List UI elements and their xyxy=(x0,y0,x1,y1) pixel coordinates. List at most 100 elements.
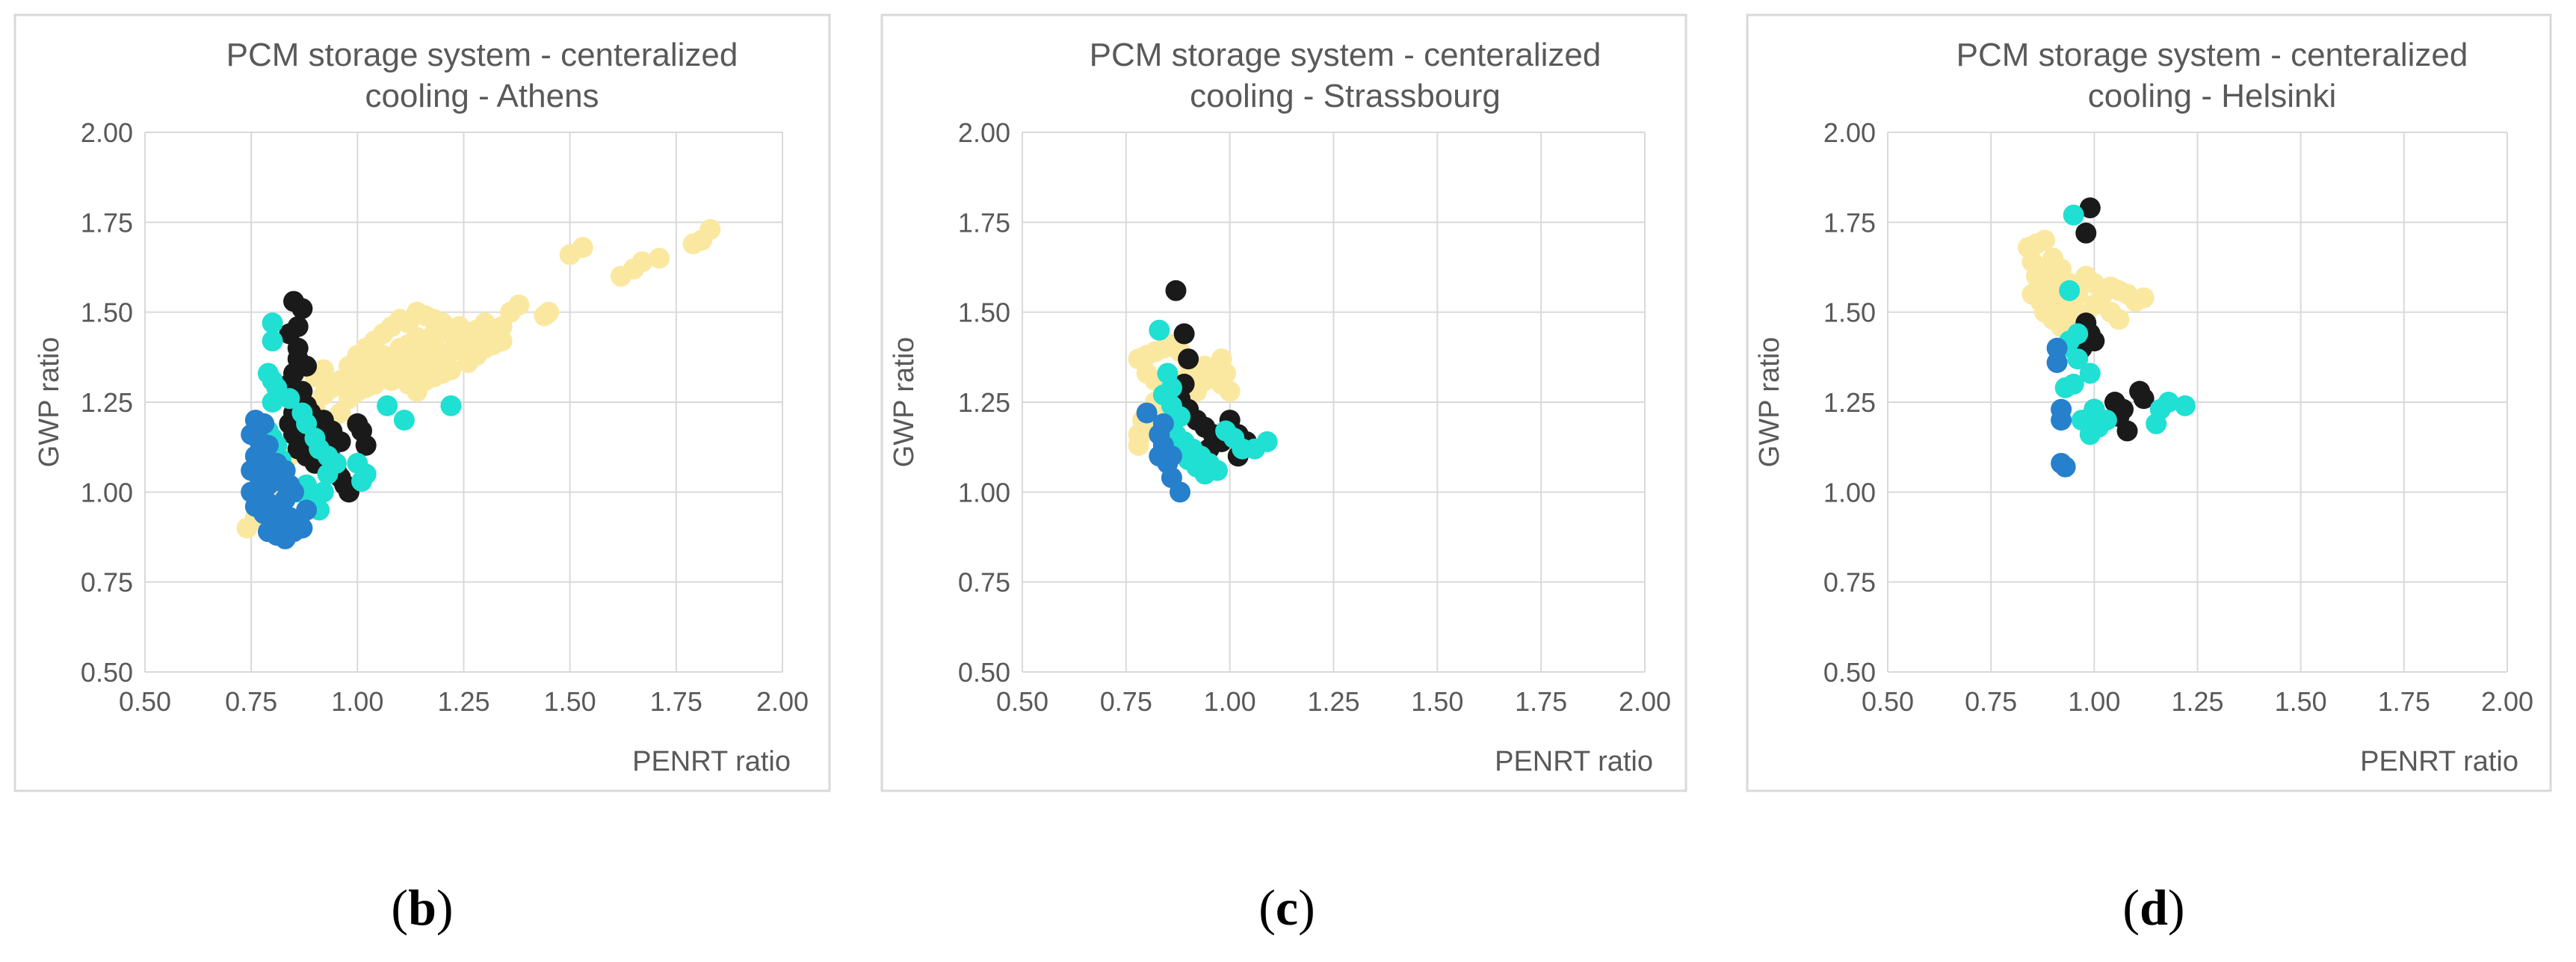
data-point-black-b xyxy=(355,434,377,456)
data-point-black-d xyxy=(2084,330,2105,352)
data-point-cyan-c xyxy=(1256,431,1278,452)
data-point-cyan-b xyxy=(262,330,283,352)
data-point-yellow-b xyxy=(364,330,386,352)
x-tick-label-b: 1.75 xyxy=(650,686,702,717)
chart-title-line1-d: PCM storage system - centeralized xyxy=(1956,37,2468,73)
data-point-black-c xyxy=(1178,348,1199,370)
data-point-yellow-b xyxy=(321,373,343,395)
x-tick-label-d: 1.25 xyxy=(2171,686,2223,717)
data-point-cyan-d xyxy=(2063,204,2084,226)
data-point-yellow-b xyxy=(491,330,513,352)
x-tick-label-b: 0.75 xyxy=(225,686,277,717)
chart-title-line2-d: cooling - Helsinki xyxy=(2088,78,2337,114)
data-point-yellow-c xyxy=(1215,363,1237,384)
data-point-black-d xyxy=(2079,197,2101,219)
data-point-blue-c xyxy=(1152,413,1174,434)
data-point-cyan-b xyxy=(440,395,462,416)
x-tick-label-c: 1.75 xyxy=(1515,686,1567,717)
data-point-blue-d xyxy=(2046,352,2068,374)
x-tick-label-c: 1.50 xyxy=(1411,686,1463,717)
panel-label-c: (c) xyxy=(1258,879,1315,936)
chart-title-line2-b: cooling - Athens xyxy=(365,78,599,114)
data-point-blue-b xyxy=(296,499,318,521)
data-point-cyan-c xyxy=(1194,463,1216,485)
x-axis-label-b: PENRT ratio xyxy=(632,746,791,777)
ticks-b: 0.50 0.75 1.00 1.25 1.50 1.75 2.00 0.50 0.75 1.00… xyxy=(81,117,809,717)
data-point-black-b xyxy=(291,297,313,319)
points-d xyxy=(2017,197,2196,478)
chart-panel-b: PCM storage system - centeralized coolin… xyxy=(13,13,831,792)
y-tick-label-c: 1.50 xyxy=(958,297,1010,328)
x-axis-label-d: PENRT ratio xyxy=(2360,746,2518,777)
data-point-blue-b xyxy=(274,460,296,481)
points-b xyxy=(236,218,721,549)
y-tick-label-b: 1.00 xyxy=(81,477,133,508)
y-axis-label-b: GWP ratio xyxy=(34,337,65,468)
data-point-yellow-c xyxy=(1219,380,1241,402)
y-tick-label-d: 0.50 xyxy=(1823,657,1876,688)
x-tick-label-b: 1.25 xyxy=(437,686,489,717)
data-point-black-b xyxy=(330,431,351,452)
y-tick-label-b: 1.75 xyxy=(81,207,133,238)
data-point-cyan-b xyxy=(351,470,373,492)
x-tick-label-d: 1.75 xyxy=(2378,686,2430,717)
chart-title-line1-b: PCM storage system - centeralized xyxy=(226,37,738,73)
data-point-cyan-d xyxy=(2158,392,2179,413)
data-point-blue-c xyxy=(1161,445,1182,467)
data-point-black-b xyxy=(287,337,309,359)
data-point-cyan-d xyxy=(2067,348,2089,370)
x-tick-label-b: 0.50 xyxy=(119,686,171,717)
x-tick-label-d: 2.00 xyxy=(2481,686,2533,717)
y-tick-label-c: 0.75 xyxy=(958,567,1010,598)
data-point-black-b xyxy=(283,363,305,384)
data-point-yellow-d xyxy=(2034,229,2056,251)
data-point-cyan-d xyxy=(2079,363,2101,384)
panel-label-b: (b) xyxy=(391,879,453,936)
x-tick-label-c: 1.00 xyxy=(1204,686,1256,717)
ticks-c: 0.50 0.75 1.00 1.25 1.50 1.75 2.00 0.50 0.75 1.00… xyxy=(958,117,1671,717)
y-tick-label-b: 1.50 xyxy=(81,297,133,328)
y-tick-label-c: 1.25 xyxy=(958,387,1010,418)
data-point-yellow-b xyxy=(432,312,454,334)
chart-panel-d: PCM storage system - centeralized coolin… xyxy=(1746,13,2552,792)
data-point-blue-d xyxy=(2046,337,2068,359)
data-point-yellow-d xyxy=(2133,287,2155,309)
data-point-black-c xyxy=(1173,323,1195,345)
data-point-yellow-b xyxy=(538,301,560,323)
data-point-blue-c xyxy=(1136,402,1158,424)
data-point-yellow-b xyxy=(457,352,479,374)
data-point-yellow-b xyxy=(572,237,593,259)
data-point-cyan-b xyxy=(262,312,283,334)
data-point-blue-d xyxy=(2051,410,2072,431)
data-point-yellow-d xyxy=(2051,258,2072,280)
x-tick-label-c: 1.25 xyxy=(1307,686,1359,717)
x-tick-label-b: 1.50 xyxy=(544,686,596,717)
data-point-yellow-d xyxy=(2075,265,2097,287)
y-tick-label-b: 0.50 xyxy=(81,657,133,688)
x-axis-label-c: PENRT ratio xyxy=(1495,746,1653,777)
y-tick-label-d: 1.50 xyxy=(1823,297,1876,328)
gridlines-c xyxy=(1022,132,1646,673)
data-point-yellow-b xyxy=(631,251,653,273)
data-point-yellow-b xyxy=(508,295,530,316)
chart-title-line1-c: PCM storage system - centeralized xyxy=(1090,37,1601,73)
y-tick-label-c: 1.75 xyxy=(958,207,1010,238)
data-point-cyan-b xyxy=(279,388,300,410)
data-point-cyan-d xyxy=(2084,398,2105,420)
y-tick-label-b: 0.75 xyxy=(81,567,133,598)
x-tick-label-b: 2.00 xyxy=(756,686,809,717)
chart-title-line2-c: cooling - Strassbourg xyxy=(1190,78,1501,114)
data-point-blue-b xyxy=(291,517,313,539)
data-point-cyan-b xyxy=(317,463,339,485)
data-point-cyan-b xyxy=(393,410,415,431)
data-point-yellow-d xyxy=(2108,309,2130,330)
data-point-cyan-d xyxy=(2059,280,2081,301)
y-tick-label-b: 1.25 xyxy=(81,387,133,418)
y-tick-label-c: 0.50 xyxy=(958,657,1010,688)
x-tick-label-b: 1.00 xyxy=(331,686,383,717)
data-point-cyan-d xyxy=(2063,373,2084,395)
chart-panel-c: PCM storage system - centeralized coolin… xyxy=(880,13,1687,792)
data-point-cyan-b xyxy=(262,392,283,413)
ticks-d: 0.50 0.75 1.00 1.25 1.50 1.75 2.00 0.50 0.75 1.00… xyxy=(1823,117,2533,717)
